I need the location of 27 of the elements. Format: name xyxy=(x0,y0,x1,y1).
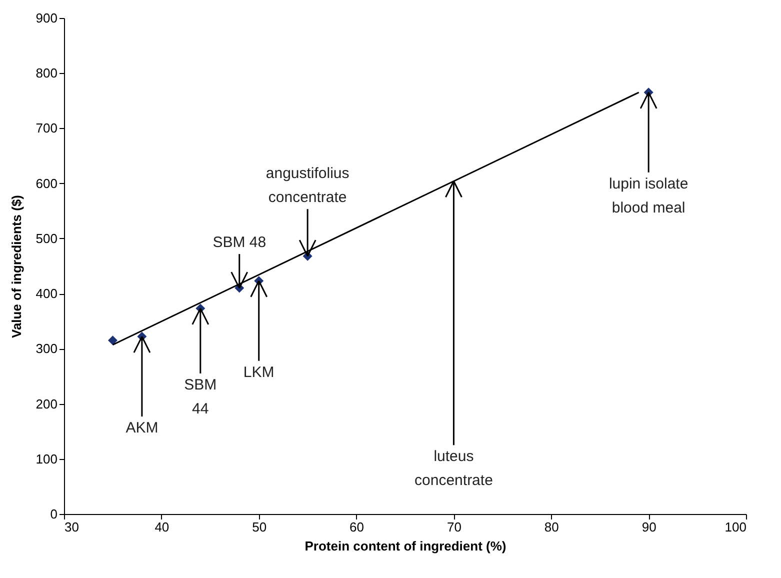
x-tick-label: 100 xyxy=(724,520,746,534)
annotation: luteus concentrate xyxy=(414,448,493,490)
y-tick-label: 600 xyxy=(36,176,58,191)
annotation: SBM 48 xyxy=(212,234,266,252)
y-tick-label: 900 xyxy=(36,10,58,26)
annotation: angustifolius concentrate xyxy=(266,165,350,206)
x-tick-label: 40 xyxy=(154,520,170,534)
x-tick-label: 60 xyxy=(350,520,364,534)
y-axis-title: Value of ingredients ($) xyxy=(8,194,24,338)
annotation: LKM xyxy=(243,364,274,381)
x-tick-label: 70 xyxy=(446,520,462,534)
y-tick-label: 500 xyxy=(36,230,58,246)
annotation: AKM xyxy=(126,420,158,437)
y-tick-label: 300 xyxy=(36,341,58,356)
y-tick-label: 0 xyxy=(50,506,58,522)
annotation: lupin isolate blood meal xyxy=(608,175,688,216)
annotation: SBM 44 xyxy=(184,376,217,418)
y-tick-label: 200 xyxy=(36,396,58,412)
x-tick-label: 90 xyxy=(642,520,656,534)
x-tick-label: 80 xyxy=(544,520,559,534)
y-tick-label: 100 xyxy=(36,451,58,466)
x-tick-label: 30 xyxy=(64,520,79,534)
y-tick-label: 400 xyxy=(36,286,58,302)
x-axis-title: Protein content of ingredient (%) xyxy=(304,538,506,554)
y-tick-label: 700 xyxy=(36,120,58,136)
y-tick-label: 800 xyxy=(36,66,58,81)
x-tick-label: 50 xyxy=(252,520,267,534)
